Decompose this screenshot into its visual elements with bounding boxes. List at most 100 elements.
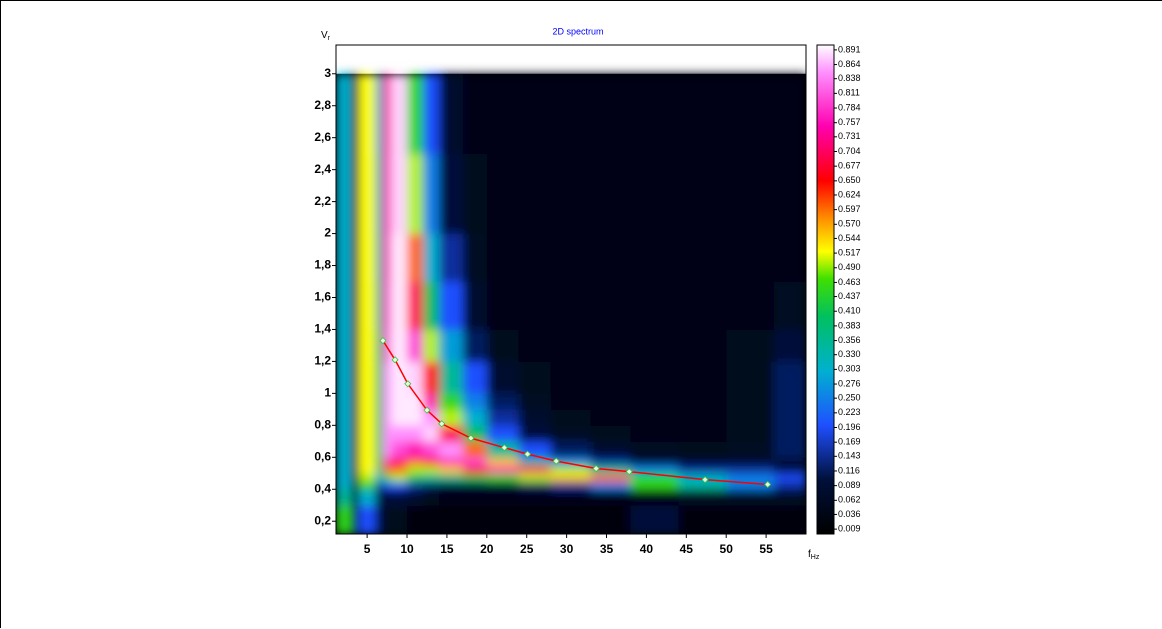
heatmap-cell [462, 473, 488, 482]
heatmap-cell [726, 441, 775, 458]
y-tick-label: 0,6 [314, 449, 331, 463]
heatmap-cell [336, 465, 352, 474]
x-tick-label: 15 [440, 542, 454, 556]
heatmap-cell [726, 457, 775, 466]
heatmap-cell [351, 153, 360, 235]
heatmap-cell [462, 409, 488, 426]
heatmap-cell [391, 489, 408, 506]
heatmap-cell [438, 361, 464, 394]
heatmap-cell [518, 481, 552, 490]
heatmap-cell [383, 281, 392, 330]
colorbar-tick-label: 0.517 [838, 247, 861, 257]
heatmap-cell [383, 329, 392, 362]
heatmap-cell [462, 481, 488, 490]
heatmap-cell [486, 481, 520, 490]
heatmap-cell [550, 329, 592, 362]
heatmap-cell [774, 465, 806, 474]
heatmap-cell [422, 473, 440, 482]
heatmap-cell [774, 481, 806, 490]
heatmap-cell [462, 233, 488, 283]
heatmap-cell [336, 505, 352, 534]
y-tick-label: 1 [324, 386, 331, 400]
heatmap-cell [383, 425, 392, 442]
heatmap-cell [336, 425, 352, 442]
heatmap-cell [407, 465, 424, 474]
heatmap-cell [518, 281, 552, 330]
heatmap-cell [774, 361, 806, 394]
heatmap-cell [486, 361, 520, 394]
y-tick-label: 0,4 [314, 481, 331, 495]
heatmap-cell [391, 281, 408, 330]
heatmap-cell [391, 441, 408, 458]
heatmap-cell [407, 441, 424, 458]
heatmap-cell [422, 489, 440, 506]
heatmap-cell [438, 281, 464, 330]
heatmap-cell [486, 153, 520, 235]
heatmap-cell [550, 481, 592, 490]
heatmap-cell [462, 361, 488, 394]
y-tick-label: 0,2 [314, 513, 331, 527]
heatmap-cell [359, 489, 376, 506]
heatmap-cell [351, 473, 360, 482]
heatmap-cell [407, 409, 424, 426]
colorbar-tick-label: 0.463 [838, 277, 861, 287]
heatmap-cell [391, 233, 408, 283]
heatmap-cell [375, 153, 384, 235]
heatmap-cell [391, 409, 408, 426]
heatmap-cell [518, 425, 552, 442]
heatmap-cell [726, 393, 775, 410]
heatmap-cell [590, 233, 631, 283]
y-tick-label: 1,6 [314, 290, 331, 304]
x-tick-label: 55 [759, 542, 773, 556]
heatmap-cell [462, 441, 488, 458]
heatmap-cell [486, 457, 520, 466]
heatmap-cell [438, 465, 464, 474]
heatmap-cell [678, 465, 727, 474]
heatmap-cell [375, 409, 384, 426]
y-tick-label: 1,4 [314, 322, 331, 336]
heatmap-cell [462, 489, 488, 506]
y-tick-label: 0,8 [314, 418, 331, 432]
colorbar-tick-label: 0.036 [838, 509, 861, 519]
heatmap-cell [438, 457, 464, 466]
heatmap-cell [774, 489, 806, 506]
heatmap [336, 73, 806, 534]
heatmap-cell [630, 393, 679, 410]
heatmap-cell [359, 481, 376, 490]
colorbar-tick-label: 0.410 [838, 306, 861, 316]
heatmap-cell [590, 361, 631, 394]
heatmap-cell [678, 153, 727, 235]
heatmap-cell [486, 489, 520, 506]
heatmap-cell [590, 409, 631, 426]
heatmap-cell [383, 473, 392, 482]
heatmap-cell [375, 329, 384, 362]
heatmap-cell [407, 505, 424, 534]
curve-point [379, 337, 387, 345]
heatmap-cell [383, 233, 392, 283]
heatmap-cell [726, 153, 775, 235]
heatmap-cell [486, 425, 520, 442]
heatmap-cell [774, 73, 806, 155]
heatmap-cell [550, 473, 592, 482]
curve-point [592, 464, 600, 473]
heatmap-cell [422, 393, 440, 410]
colorbar-tick-label: 0.062 [838, 495, 861, 505]
heatmap-cell [422, 233, 440, 283]
heatmap-cell [375, 457, 384, 466]
heatmap-cell [630, 73, 679, 155]
heatmap-cell [407, 473, 424, 482]
colorbar-tick-label: 0.303 [838, 364, 861, 374]
curve-point [625, 468, 633, 476]
heatmap-cell [486, 281, 520, 330]
heatmap-cell [438, 409, 464, 426]
colorbar-tick-label: 0.116 [838, 465, 860, 475]
heatmap-cell [726, 473, 775, 482]
heatmap-cell [407, 233, 424, 283]
heatmap-cell [351, 73, 360, 155]
heatmap-cell [486, 473, 520, 482]
heatmap-cell [359, 505, 376, 534]
heatmap-cell [375, 425, 384, 442]
heatmap-cell [630, 361, 679, 394]
curve-point [701, 476, 709, 484]
heatmap-cell [383, 73, 392, 155]
